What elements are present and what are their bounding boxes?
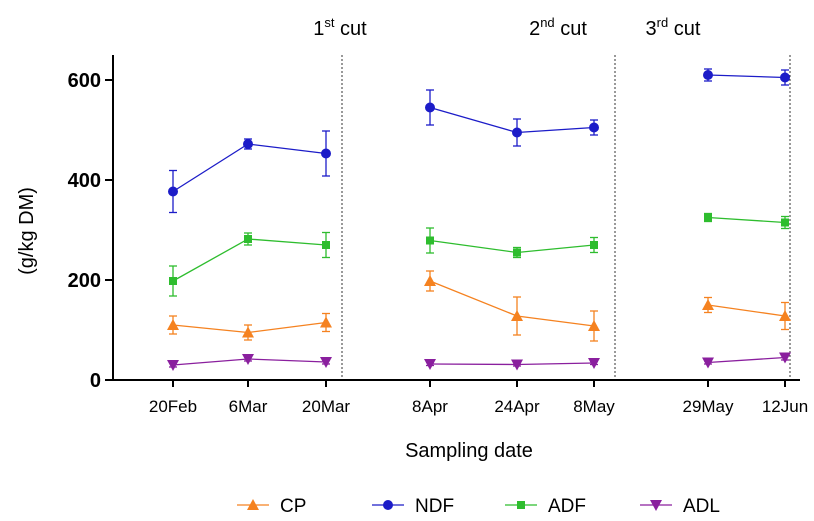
cut-lines: 1st cut 2nd cut 3rd cut (313, 15, 791, 380)
x-tick-label: 20Mar (302, 397, 351, 416)
series-adf (169, 212, 789, 297)
data-point-triangle-up (167, 319, 179, 330)
legend-item-adf: ADF (505, 496, 586, 517)
series-line-segment (429, 106, 595, 134)
legend: CP NDF ADF ADL (237, 496, 720, 517)
data-point-circle (425, 102, 435, 113)
data-point-square (244, 235, 252, 243)
series-ndf (168, 68, 790, 214)
y-tick-label: 400 (68, 170, 101, 192)
data-point-circle (383, 500, 393, 510)
y-tick-label: 200 (68, 270, 101, 292)
data-point-square (426, 236, 434, 245)
legend-label: NDF (415, 496, 454, 516)
data-point-triangle-up (588, 320, 600, 331)
series-line-segment (429, 362, 595, 366)
data-point-triangle-up (511, 310, 523, 321)
x-tick-label: 8Apr (412, 397, 448, 416)
legend-label: ADF (548, 496, 586, 516)
axes: 0 200 400 600 20Feb 6Mar 20Mar 8Apr 24Apr 8May 29M… (68, 55, 808, 416)
legend-label: ADL (683, 496, 720, 516)
data-point-triangle-down (242, 354, 254, 365)
data-point-circle (321, 148, 331, 159)
cut-label: 2nd cut (529, 15, 587, 40)
data-point-square (513, 248, 521, 257)
cut-label: 3rd cut (646, 15, 701, 40)
data-point-triangle-down (424, 359, 436, 370)
data-point-triangle-down (511, 359, 523, 371)
data-point-triangle-up (247, 499, 259, 510)
legend-item-adl: ADL (640, 496, 720, 517)
data-point-circle (243, 139, 253, 149)
data-point-square (590, 241, 598, 249)
data-point-triangle-up (702, 299, 714, 310)
data-point-triangle-up (424, 275, 436, 286)
data-point-triangle-down (588, 358, 600, 369)
legend-label: CP (280, 496, 306, 516)
data-point-square (169, 277, 177, 285)
series-line-segment (172, 143, 327, 193)
data-point-square (704, 213, 712, 222)
x-tick-label: 6Mar (229, 397, 268, 416)
legend-item-cp: CP (237, 496, 306, 517)
series-line-segment (429, 239, 595, 254)
series-line-segment (707, 304, 786, 317)
data-point-triangle-down (320, 357, 332, 368)
data-point-circle (703, 70, 713, 80)
series-adl (167, 352, 791, 371)
x-tick-label: 24Apr (494, 397, 540, 416)
series-line-segment (707, 74, 786, 79)
series-group (167, 68, 791, 371)
data-point-circle (168, 186, 178, 197)
x-tick-label: 12Jun (762, 397, 808, 416)
data-point-circle (780, 72, 790, 83)
x-tick-label: 20Feb (149, 397, 197, 416)
data-point-circle (512, 127, 522, 138)
series-line-segment (707, 216, 786, 224)
data-point-triangle-up (242, 326, 254, 338)
data-point-triangle-down (167, 360, 179, 371)
cut-label: 1st cut (313, 15, 367, 40)
data-point-triangle-down (702, 357, 714, 369)
data-point-triangle-down (779, 352, 791, 364)
data-point-square (781, 218, 789, 227)
y-tick-label: 600 (68, 70, 101, 92)
data-point-triangle-down (650, 500, 662, 511)
data-point-triangle-up (779, 310, 791, 321)
y-tick-label: 0 (90, 370, 101, 392)
x-tick-label: 29May (682, 397, 734, 416)
data-point-square (517, 501, 525, 509)
x-axis-label: Sampling date (405, 440, 533, 462)
series-cp (167, 270, 791, 342)
series-line-segment (707, 356, 786, 364)
data-point-triangle-up (320, 316, 332, 328)
x-tick-label: 8May (573, 397, 615, 416)
y-axis-label: (g/kg DM) (16, 187, 38, 275)
data-point-square (322, 241, 330, 249)
data-point-circle (589, 122, 599, 133)
legend-item-ndf: NDF (372, 496, 454, 517)
